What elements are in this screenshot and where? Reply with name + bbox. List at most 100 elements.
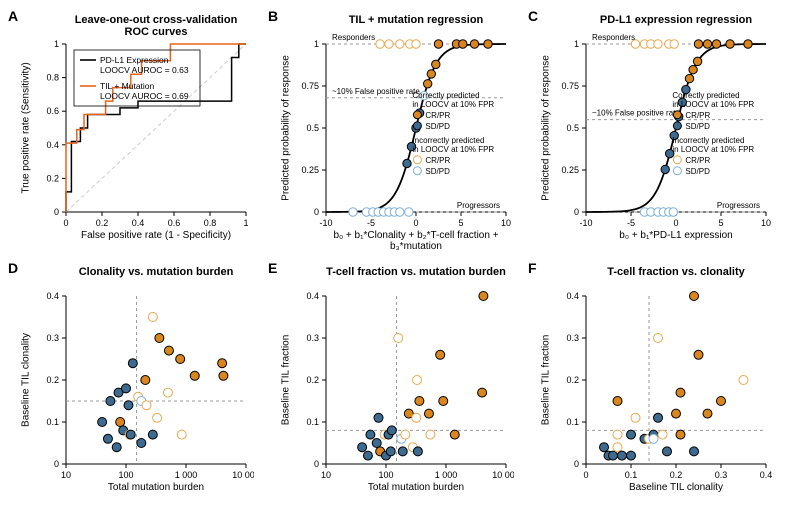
svg-text:Progressors: Progressors: [717, 201, 760, 210]
svg-text:0.3: 0.3: [306, 333, 319, 343]
svg-text:Correctly predicted: Correctly predicted: [412, 91, 479, 100]
svg-text:0.2: 0.2: [46, 173, 59, 183]
svg-text:0: 0: [54, 207, 59, 217]
plot: -10-5051000.250.50.751Responders~10% Fal…: [282, 18, 514, 248]
svg-text:-5: -5: [367, 218, 375, 228]
svg-text:10: 10: [61, 470, 71, 480]
ylabel: Baseline TIL fraction: [281, 335, 292, 426]
svg-text:0.2: 0.2: [670, 470, 683, 480]
panel-F: FT-cell fraction vs. clonality00.10.20.3…: [542, 270, 774, 500]
panel-title: PD-L1 expression regression: [586, 14, 766, 26]
ylabel: True positive rate (Sensitivity): [21, 62, 32, 193]
svg-text:100: 100: [118, 470, 133, 480]
panel-label: D: [8, 260, 18, 276]
panel-A: ALeave-one-out cross-validation ROC curv…: [22, 18, 254, 248]
svg-text:100: 100: [378, 470, 393, 480]
svg-text:5: 5: [718, 218, 723, 228]
svg-text:1: 1: [54, 39, 59, 49]
panel-E: ET-cell fraction vs. mutation burden1010…: [282, 270, 514, 500]
panel-label: C: [528, 8, 538, 24]
svg-text:0.8: 0.8: [204, 218, 217, 228]
xlabel: b₀ + b₁*Clonality + b₂*T-cell fraction +…: [326, 230, 506, 252]
svg-text:0.1: 0.1: [566, 417, 579, 427]
svg-text:0.25: 0.25: [301, 165, 319, 175]
svg-text:10: 10: [761, 218, 771, 228]
panel-title: T-cell fraction vs. clonality: [586, 266, 766, 278]
svg-text:0: 0: [413, 218, 418, 228]
svg-text:Incorrectly predicted: Incorrectly predicted: [412, 136, 484, 145]
xlabel: False positive rate (1 - Specificity): [66, 230, 246, 241]
svg-text:10: 10: [321, 470, 331, 480]
svg-text:CR/PR: CR/PR: [425, 111, 450, 120]
plot: 00.20.40.60.8100.20.40.60.81PD-L1 Expres…: [22, 18, 254, 248]
ylabel: Predicted probability of response: [281, 55, 292, 201]
panel-D: DClonality vs. mutation burden101001 000…: [22, 270, 254, 500]
svg-text:0.6: 0.6: [46, 106, 59, 116]
svg-text:0.3: 0.3: [46, 333, 59, 343]
panel-title: Clonality vs. mutation burden: [66, 266, 246, 278]
svg-text:in LOOCV at 10% FPR: in LOOCV at 10% FPR: [672, 100, 754, 109]
svg-text:0.4: 0.4: [132, 218, 145, 228]
svg-text:1: 1: [243, 218, 248, 228]
panel-label: E: [268, 260, 277, 276]
svg-text:Responders: Responders: [332, 33, 375, 42]
svg-text:in LOOCV at 10% FPR: in LOOCV at 10% FPR: [672, 145, 754, 154]
svg-text:10 000: 10 000: [492, 470, 514, 480]
panel-label: B: [268, 8, 278, 24]
plot: 101001 00010 00000.10.20.30.4: [282, 270, 514, 500]
xlabel: Total mutation burden: [326, 482, 506, 493]
svg-text:10 000: 10 000: [232, 470, 254, 480]
figure-root: ALeave-one-out cross-validation ROC curv…: [0, 0, 800, 519]
svg-text:CR/PR: CR/PR: [425, 156, 450, 165]
svg-text:SD/PD: SD/PD: [685, 122, 710, 131]
xlabel: Baseline TIL clonality: [586, 482, 766, 493]
svg-text:0.2: 0.2: [46, 375, 59, 385]
svg-text:0: 0: [63, 218, 68, 228]
svg-text:0.6: 0.6: [168, 218, 181, 228]
svg-text:SD/PD: SD/PD: [425, 122, 450, 131]
plot: -10-5051000.250.50.751Responders~10% Fal…: [542, 18, 774, 248]
svg-text:0.3: 0.3: [715, 470, 728, 480]
plot: 101001 00010 00000.10.20.30.4: [22, 270, 254, 500]
svg-text:0.8: 0.8: [46, 73, 59, 83]
panel-B: BTIL + mutation regression-10-5051000.25…: [282, 18, 514, 248]
svg-text:CR/PR: CR/PR: [685, 156, 710, 165]
svg-text:0.1: 0.1: [46, 417, 59, 427]
svg-text:in LOOCV at 10% FPR: in LOOCV at 10% FPR: [412, 100, 494, 109]
svg-text:1 000: 1 000: [175, 470, 198, 480]
svg-text:0: 0: [673, 218, 678, 228]
svg-text:0.25: 0.25: [561, 165, 579, 175]
svg-text:Progressors: Progressors: [457, 201, 500, 210]
svg-text:0.5: 0.5: [566, 123, 579, 133]
svg-text:1 000: 1 000: [435, 470, 458, 480]
panel-label: F: [528, 260, 537, 276]
svg-text:0.5: 0.5: [306, 123, 319, 133]
svg-text:TIL + Mutation: TIL + Mutation: [100, 81, 155, 91]
svg-text:~10% False positive rate: ~10% False positive rate: [332, 87, 420, 96]
svg-text:SD/PD: SD/PD: [685, 167, 710, 176]
svg-text:-5: -5: [627, 218, 635, 228]
svg-text:0.1: 0.1: [625, 470, 638, 480]
xlabel: Total mutation burden: [66, 482, 246, 493]
svg-text:in LOOCV at 10% FPR: in LOOCV at 10% FPR: [412, 145, 494, 154]
svg-text:-10: -10: [579, 218, 592, 228]
ylabel: Baseline TIL fraction: [541, 335, 552, 426]
svg-text:0.75: 0.75: [561, 81, 579, 91]
svg-text:PD-L1 Expression: PD-L1 Expression: [100, 55, 169, 65]
svg-text:0.4: 0.4: [566, 291, 579, 301]
xlabel: b₀ + b₁*PD-L1 expression: [586, 230, 766, 241]
svg-text:0.75: 0.75: [301, 81, 319, 91]
panel-C: CPD-L1 expression regression-10-5051000.…: [542, 18, 774, 248]
svg-text:~10% False positive rate: ~10% False positive rate: [592, 109, 680, 118]
ylabel: Baseline TIL clonality: [21, 333, 32, 427]
svg-text:0.4: 0.4: [46, 140, 59, 150]
svg-text:0.3: 0.3: [566, 333, 579, 343]
svg-text:0: 0: [574, 207, 579, 217]
svg-text:0: 0: [583, 470, 588, 480]
svg-text:0.2: 0.2: [306, 375, 319, 385]
svg-text:-10: -10: [319, 218, 332, 228]
svg-text:LOOCV AUROC = 0.69: LOOCV AUROC = 0.69: [100, 91, 189, 101]
svg-text:0.4: 0.4: [46, 291, 59, 301]
ylabel: Predicted probability of response: [541, 55, 552, 201]
svg-text:CR/PR: CR/PR: [685, 111, 710, 120]
